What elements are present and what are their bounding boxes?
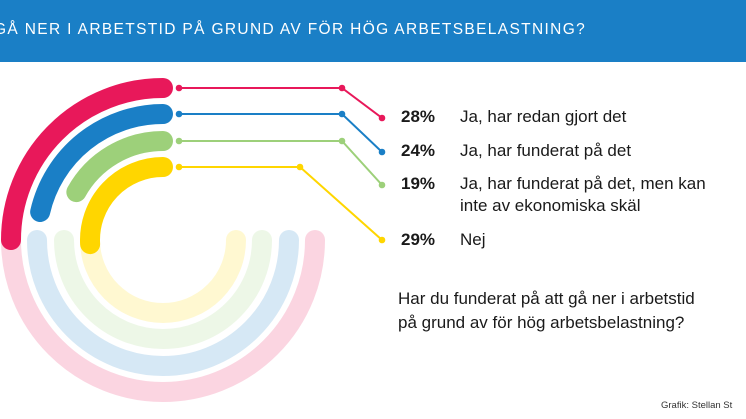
leader-dot-end: [378, 181, 386, 189]
legend-value: 28%: [401, 107, 436, 126]
background-tracks: [1, 230, 325, 402]
data-arc: [80, 157, 173, 255]
legend-label: Nej: [460, 230, 486, 249]
leader-line: [175, 137, 386, 189]
leader-path: [179, 113, 383, 153]
leader-line: [175, 163, 386, 244]
legend-value: 19%: [401, 174, 436, 193]
legend-label: Ja, har funderat på det: [460, 141, 632, 160]
data-arc: [1, 78, 173, 250]
radial-chart: [1, 78, 386, 402]
leader-dot-bend: [338, 137, 346, 145]
chart-title: GÅ NER I ARBETSTID PÅ GRUND AV FÖR HÖG A…: [0, 21, 587, 38]
leader-dot-start: [175, 84, 183, 92]
leader-dot-start: [175, 110, 183, 118]
legend-value: 24%: [401, 141, 436, 160]
background-track: [54, 230, 272, 349]
leader-dot-bend: [338, 84, 346, 92]
credit-text: Grafik: Stellan St: [661, 400, 733, 411]
header-bar: GÅ NER I ARBETSTID PÅ GRUND AV FÖR HÖG A…: [0, 0, 746, 62]
leader-dot-end: [378, 148, 386, 156]
background-track: [80, 230, 246, 323]
leader-dot-end: [378, 236, 386, 244]
leader-dot-start: [175, 163, 183, 171]
data-arc: [66, 131, 173, 203]
background-track: [27, 230, 299, 376]
leader-dot-start: [175, 137, 183, 145]
leader-lines: [175, 84, 386, 244]
leader-dot-end: [378, 114, 386, 122]
leader-line: [175, 84, 386, 122]
leader-line: [175, 110, 386, 156]
legend-label: Ja, har funderat på det, men kan inte av…: [460, 174, 706, 215]
data-arc: [30, 104, 173, 222]
background-track: [1, 230, 325, 402]
leader-dot-bend: [296, 163, 304, 171]
leader-dot-bend: [338, 110, 346, 118]
leader-path: [179, 166, 383, 241]
legend-label: Ja, har redan gjort det: [460, 107, 627, 126]
question-text: Har du funderat på att gå ner i arbetsti…: [398, 289, 695, 332]
legend-value: 29%: [401, 230, 436, 249]
leader-path: [179, 140, 383, 186]
data-arcs: [1, 78, 173, 255]
